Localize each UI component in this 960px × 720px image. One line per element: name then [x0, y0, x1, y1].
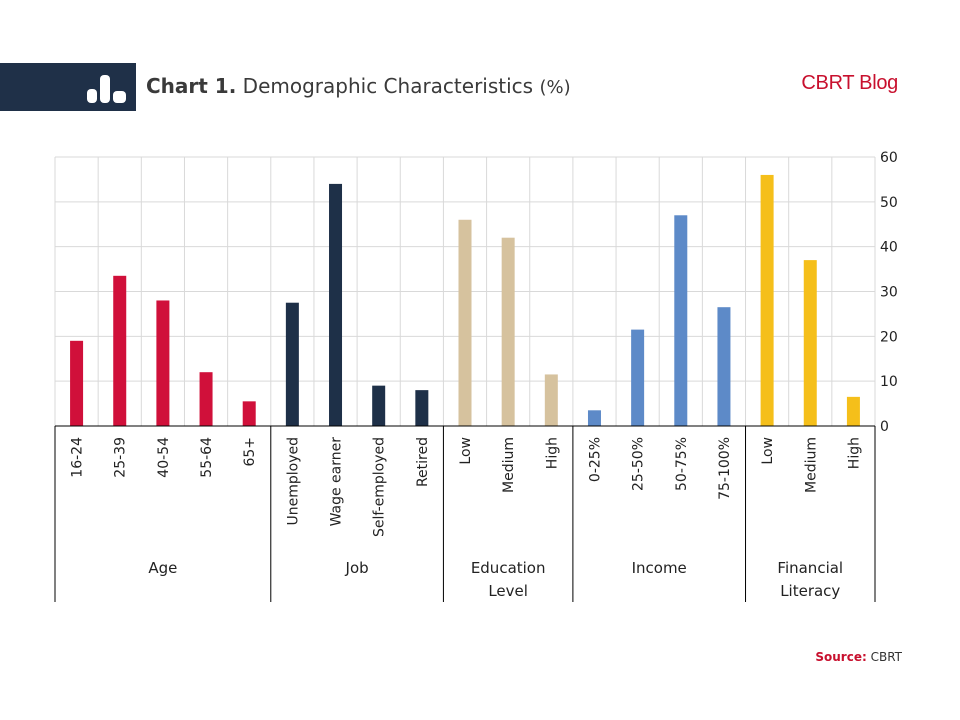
y-tick-label: 40: [880, 240, 898, 256]
y-tick-label: 30: [880, 285, 898, 301]
source-label: Source:: [815, 650, 867, 664]
x-tick-label: 65+: [242, 437, 258, 467]
x-tick-label: 25-50%: [631, 437, 647, 491]
bar: [199, 372, 213, 426]
group-label: Level: [488, 582, 528, 600]
brand-logo: CBRT Blog: [801, 72, 898, 94]
x-tick-label: High: [846, 437, 862, 469]
x-tick-label: Medium: [803, 437, 819, 493]
bar: [156, 300, 170, 426]
bar: [458, 219, 472, 426]
x-tick-label: 40-54: [156, 437, 172, 478]
bar: [803, 260, 817, 426]
bar: [501, 237, 515, 426]
x-tick-label: High: [544, 437, 560, 469]
group-label: Age: [148, 559, 177, 577]
y-tick-label: 20: [880, 329, 898, 345]
bar: [329, 183, 343, 426]
chart-title: Chart 1. Demographic Characteristics (%): [146, 74, 571, 98]
x-tick-label: Retired: [415, 437, 431, 487]
bar: [587, 410, 601, 426]
chart-title-number: Chart 1.: [146, 74, 237, 98]
bar: [285, 302, 299, 426]
group-label: Income: [632, 559, 687, 577]
header-band: [0, 63, 136, 111]
bar-chart-icon: [87, 75, 126, 103]
bar: [113, 275, 127, 426]
x-tick-label: Self-employed: [372, 437, 388, 537]
source-note: Source: CBRT: [815, 650, 902, 664]
x-tick-label: Wage earner: [329, 437, 345, 527]
bar: [760, 174, 774, 426]
x-tick-label: 75-100%: [717, 437, 733, 500]
bar: [372, 385, 386, 426]
bar: [846, 396, 860, 426]
y-tick-label: 50: [880, 195, 898, 211]
bar: [674, 215, 688, 426]
chart-title-text: Demographic Characteristics: [242, 74, 534, 98]
x-tick-label: Low: [760, 437, 776, 465]
bar: [415, 390, 429, 426]
bar: [242, 401, 256, 426]
group-label: Education: [471, 559, 546, 577]
y-tick-label: 0: [880, 419, 889, 435]
bar: [717, 307, 731, 426]
chart-title-unit: (%): [539, 77, 571, 98]
y-tick-label: 60: [880, 150, 898, 166]
source-value: CBRT: [870, 650, 902, 664]
group-label: Job: [345, 559, 369, 577]
x-tick-label: Medium: [501, 437, 517, 493]
group-label: Financial: [777, 559, 843, 577]
x-tick-label: 25-39: [113, 437, 129, 478]
x-tick-label: 0-25%: [587, 437, 603, 482]
group-label: Literacy: [780, 582, 840, 600]
bar: [544, 374, 558, 426]
bar: [70, 340, 84, 426]
bar: [631, 329, 645, 426]
y-tick-label: 10: [880, 374, 898, 390]
x-tick-label: Low: [458, 437, 474, 465]
x-tick-label: 50-75%: [674, 437, 690, 491]
x-tick-label: 55-64: [199, 437, 215, 478]
x-tick-label: 16-24: [70, 437, 86, 478]
x-tick-label: Unemployed: [285, 437, 301, 526]
